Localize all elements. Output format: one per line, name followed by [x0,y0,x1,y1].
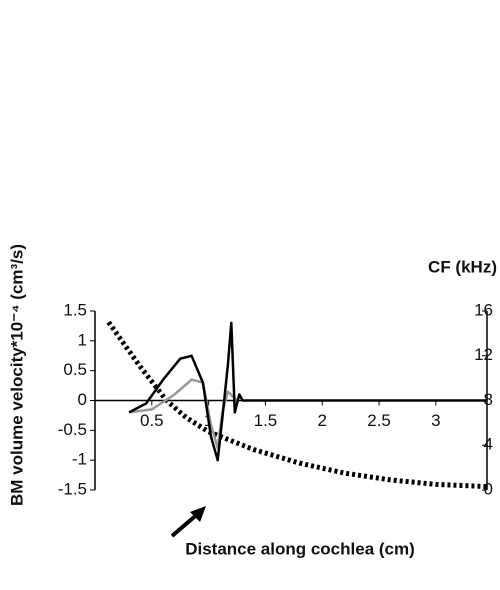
x-tick-label: 3 [431,411,440,430]
x-tick-label: 2.5 [367,411,391,430]
x-tick-label: 2 [318,411,327,430]
y2-tick-label: 16 [474,300,493,319]
y-tick-label: 1 [78,330,87,349]
y-tick-label: 0.5 [63,360,87,379]
series-line [128,321,487,462]
y-tick-label: 1.5 [63,300,87,319]
y-tick-label: -0.5 [58,420,87,439]
arrow-head [190,506,206,522]
y-tick-label: -1.5 [58,479,87,498]
y-tick-label: 0 [78,390,87,409]
y2-tick-label: 8 [484,390,493,409]
y2-tick-label: 12 [474,345,493,364]
y-tick-label: -1 [72,450,87,469]
y-axis-title: BM volume velocity*10⁻⁴ (cm³/s) [7,244,26,506]
x-tick-label: 0.5 [140,411,164,430]
y2-tick-label: 4 [484,435,493,454]
x-tick-label: 1.5 [254,411,278,430]
y2-axis-title: CF (kHz) [428,257,497,276]
series-line [106,320,488,490]
x-axis-title: Distance along cochlea (cm) [185,539,415,558]
y2-tick-label: 0 [484,479,493,498]
